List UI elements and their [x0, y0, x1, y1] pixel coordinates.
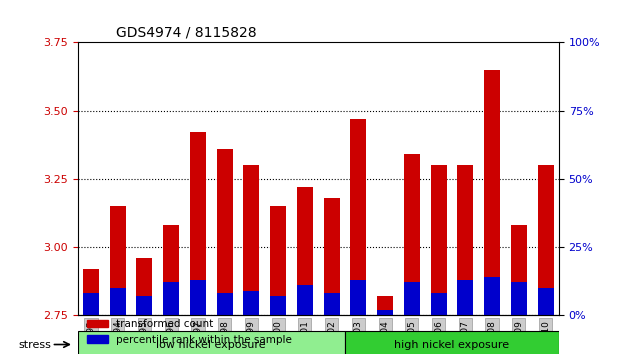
Text: GDS4974 / 8115828: GDS4974 / 8115828 [116, 26, 256, 40]
Bar [484, 70, 500, 315]
Bar [350, 119, 366, 315]
FancyBboxPatch shape [345, 331, 559, 354]
Bar [430, 165, 446, 315]
Bar [83, 269, 99, 315]
Bar [538, 165, 553, 315]
Text: stress: stress [18, 339, 51, 349]
Bar [137, 296, 153, 315]
Bar [457, 280, 473, 315]
Bar [190, 280, 206, 315]
Bar [484, 277, 500, 315]
Bar [350, 280, 366, 315]
Bar [510, 282, 527, 315]
Bar [137, 258, 153, 315]
Bar [457, 165, 473, 315]
FancyBboxPatch shape [78, 331, 345, 354]
Text: high nickel exposure: high nickel exposure [394, 339, 509, 349]
Bar [110, 206, 125, 315]
Bar [510, 225, 527, 315]
Bar [243, 165, 260, 315]
Bar [217, 293, 233, 315]
Bar [83, 293, 99, 315]
Bar [190, 132, 206, 315]
Bar [270, 296, 286, 315]
Legend: transformed count, percentile rank within the sample: transformed count, percentile rank withi… [83, 315, 296, 349]
Bar [270, 206, 286, 315]
Bar [297, 187, 313, 315]
Bar [110, 288, 125, 315]
Bar [404, 154, 420, 315]
Bar [538, 288, 553, 315]
Bar [430, 293, 446, 315]
Bar [243, 291, 260, 315]
Bar [297, 285, 313, 315]
Bar [163, 225, 179, 315]
Bar [377, 296, 393, 315]
Bar [324, 198, 340, 315]
Bar [404, 282, 420, 315]
Text: low nickel exposure: low nickel exposure [156, 339, 266, 349]
Bar [377, 310, 393, 315]
Bar [324, 293, 340, 315]
Bar [163, 282, 179, 315]
Bar [217, 149, 233, 315]
